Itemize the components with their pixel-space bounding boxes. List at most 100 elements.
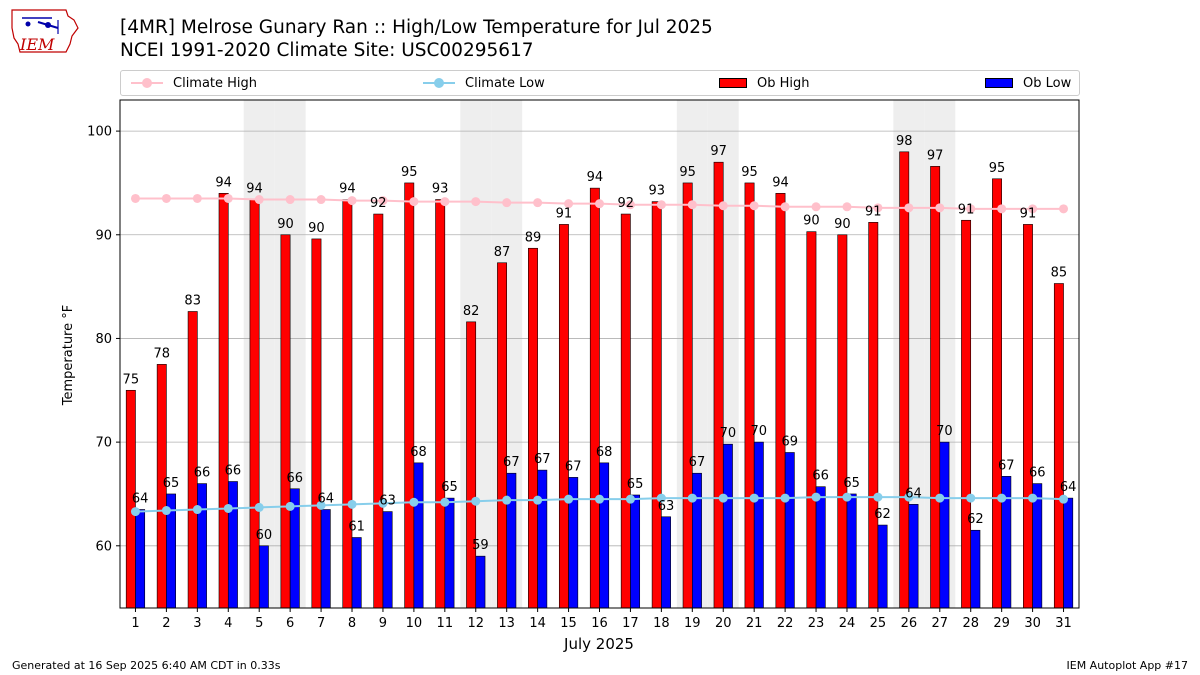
ob-low-swatch-icon xyxy=(985,78,1013,88)
weekend-shade-day-19 xyxy=(676,100,708,608)
ob-high-label-9: 92 xyxy=(370,196,387,211)
climate-high-point-28 xyxy=(966,204,976,214)
x-tick-label-2: 2 xyxy=(162,616,170,631)
ob-low-label-14: 67 xyxy=(534,452,551,467)
climate-high-point-24 xyxy=(842,202,852,212)
ob-high-bar-1 xyxy=(125,389,136,609)
weekend-shade-day-27 xyxy=(924,100,956,608)
weekend-shading xyxy=(243,100,956,608)
climate-high-point-10 xyxy=(409,197,419,207)
ob-low-label-7: 64 xyxy=(317,492,334,507)
ob-high-label-28: 91 xyxy=(958,202,975,217)
climate-low-point-29 xyxy=(997,493,1007,503)
ob-high-label-31: 85 xyxy=(1051,266,1068,281)
ob-low-label-22: 69 xyxy=(781,434,798,449)
ob-low-label-6: 66 xyxy=(287,471,304,486)
climate-high-point-19 xyxy=(687,200,697,210)
ob-low-bar-26 xyxy=(908,504,919,609)
y-tick-label-60: 60 xyxy=(95,539,112,554)
ob-high-bar-9 xyxy=(373,213,384,609)
ob-low-label-12: 59 xyxy=(472,538,489,553)
x-tick-label-21: 21 xyxy=(746,616,763,631)
ob-low-label-1: 64 xyxy=(132,492,149,507)
ob-low-label-17: 65 xyxy=(627,477,644,492)
ob-high-bar-6 xyxy=(280,234,291,609)
ob-low-label-16: 68 xyxy=(596,445,613,460)
ob-low-label-13: 67 xyxy=(503,455,520,470)
ob-low-bar-3 xyxy=(197,483,207,609)
ob-high-label-12: 82 xyxy=(463,304,480,319)
ob-high-label-4: 94 xyxy=(215,175,232,190)
footer-app: IEM Autoplot App #17 xyxy=(1066,659,1189,672)
climate-low-point-2 xyxy=(161,506,171,516)
x-tick-label-16: 16 xyxy=(591,616,608,631)
ob-low-bar-7 xyxy=(320,509,331,609)
x-tick-label-4: 4 xyxy=(224,616,232,631)
climate-low-point-4 xyxy=(223,503,233,513)
climate-low-point-12 xyxy=(471,496,481,506)
climate-high-point-26 xyxy=(904,203,914,213)
ob-high-bar-7 xyxy=(311,238,322,609)
ob-low-label-29: 67 xyxy=(998,458,1015,473)
y-gridlines xyxy=(120,130,1079,547)
ob-high-bar-23 xyxy=(806,231,817,609)
x-tick-label-25: 25 xyxy=(870,616,887,631)
ob-low-bar-31 xyxy=(1063,497,1074,609)
ob-high-bar-19 xyxy=(682,182,693,609)
x-tick-label-1: 1 xyxy=(131,616,139,631)
climate-low-point-22 xyxy=(780,493,790,503)
ob-high-bar-16 xyxy=(589,187,600,609)
climate-low-point-27 xyxy=(935,493,945,503)
ob-low-label-31: 64 xyxy=(1060,480,1077,495)
ob-low-label-8: 61 xyxy=(348,520,365,535)
ob-low-label-4: 66 xyxy=(225,464,242,479)
ob-high-label-3: 83 xyxy=(184,293,201,308)
x-tick-label-5: 5 xyxy=(255,616,263,631)
climate-low-point-3 xyxy=(192,505,202,515)
climate-low-point-21 xyxy=(749,493,759,503)
climate-low-line xyxy=(135,496,1064,513)
ob-low-label-20: 70 xyxy=(720,426,737,441)
climate-low-point-23 xyxy=(811,492,821,502)
data-labels: 75 64 78 65 83 66 94 66 94 60 90 66 90 64 94 61 92 63 95 68… xyxy=(123,134,1077,553)
ob-high-label-19: 95 xyxy=(679,165,696,180)
ob-low-bar-10 xyxy=(413,462,424,609)
climate-high-point-4 xyxy=(223,193,233,203)
ob-high-bar-14 xyxy=(528,247,538,609)
climate-high-point-25 xyxy=(873,203,883,213)
ob-low-label-23: 66 xyxy=(812,469,829,484)
ob-high-bar-10 xyxy=(404,182,415,609)
x-tick-label-12: 12 xyxy=(467,616,484,631)
ob-high-bar-2 xyxy=(156,364,167,609)
climate-high-point-29 xyxy=(997,204,1007,214)
ob-high-bar-24 xyxy=(837,234,848,609)
climate-low-point-20 xyxy=(718,493,728,503)
chart-legend: Climate High Climate Low Ob High Ob Low xyxy=(120,70,1080,96)
ob-low-label-25: 62 xyxy=(874,507,891,522)
ob-low-bar-28 xyxy=(970,529,981,609)
ob-high-label-21: 95 xyxy=(741,165,758,180)
ob-high-bar-13 xyxy=(497,262,507,609)
climate-low-point-17 xyxy=(625,494,635,504)
ob-high-label-10: 95 xyxy=(401,165,418,180)
ob-high-bar-3 xyxy=(187,311,198,609)
legend-ob-low: Ob Low xyxy=(985,71,1071,95)
weekend-shade-day-5 xyxy=(243,100,275,608)
ob-low-bar-4 xyxy=(227,481,238,609)
ob-high-bar-30 xyxy=(1023,224,1033,609)
ob-low-label-15: 67 xyxy=(565,459,582,474)
ob-low-bar-23 xyxy=(815,486,826,609)
ob-low-label-19: 67 xyxy=(689,455,706,470)
ob-low-bar-22 xyxy=(784,452,795,609)
climate-low-point-18 xyxy=(656,493,666,503)
weekend-shade-day-6 xyxy=(274,100,306,608)
climate-high-point-11 xyxy=(440,197,450,207)
iem-logo: IEM xyxy=(11,9,79,54)
ob-high-label-1: 75 xyxy=(123,372,140,387)
ob-high-bar-27 xyxy=(930,166,941,609)
x-tick-label-27: 27 xyxy=(932,616,949,631)
ob-high-bar-4 xyxy=(218,193,229,609)
ob-low-label-3: 66 xyxy=(194,466,211,481)
x-tick-label-7: 7 xyxy=(317,616,325,631)
x-tick-label-23: 23 xyxy=(808,616,825,631)
